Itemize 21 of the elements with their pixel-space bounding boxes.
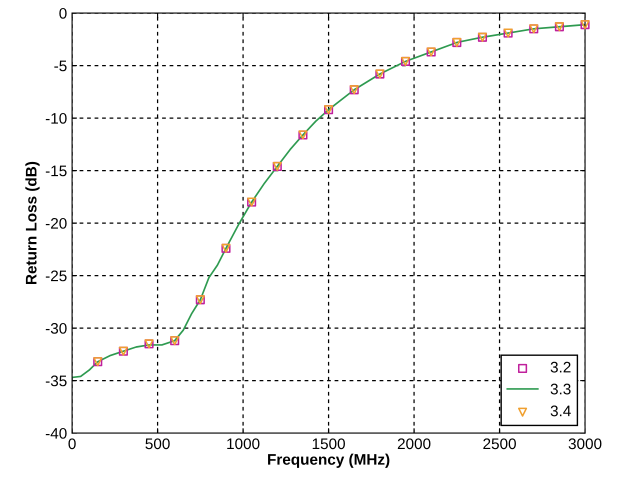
y-tick-label: 0	[59, 8, 67, 19]
y-tick-label: -35	[46, 375, 67, 386]
y-tick-label: -40	[46, 428, 67, 439]
legend-label: 3.4	[550, 406, 571, 416]
x-tick-label: 2000	[398, 438, 430, 450]
x-tick-label: 3000	[568, 438, 602, 450]
x-tick-label: 1000	[227, 438, 260, 450]
x-tick-label: 2500	[483, 438, 516, 450]
x-tick-label: 500	[145, 438, 170, 450]
x-tick-label: 0	[68, 438, 76, 450]
legend-label: 3.2	[550, 362, 571, 373]
y-tick-label: -20	[46, 218, 67, 229]
x-tick-label: 1500	[312, 438, 345, 450]
legend-label: 3.3	[550, 384, 571, 394]
y-tick-label: -25	[46, 270, 67, 282]
x-axis-title: Frequency (MHz)	[268, 454, 390, 468]
y-tick-label: -5	[54, 60, 67, 72]
y-tick-label: -30	[46, 322, 67, 334]
y-axis-title: Return Loss (dB)	[25, 162, 40, 284]
y-tick-label: -10	[46, 112, 67, 124]
y-tick-label: -15	[46, 166, 67, 176]
